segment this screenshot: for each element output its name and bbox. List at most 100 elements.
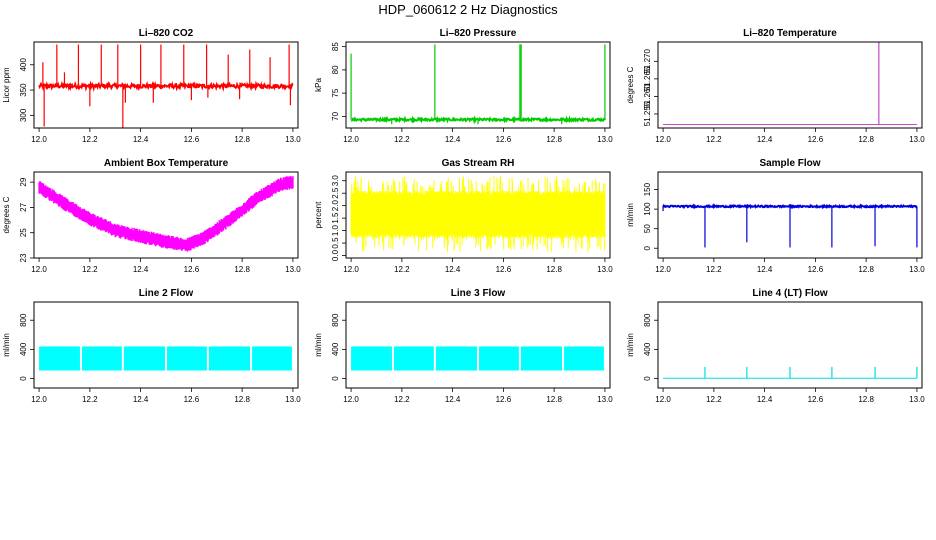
y-tick-label: 29	[19, 177, 28, 186]
panel-title: Line 3 Flow	[451, 288, 506, 299]
y-axis-label: degrees C	[2, 196, 11, 233]
band-block	[39, 346, 80, 371]
y-tick-label: 0	[331, 376, 340, 381]
y-axis-label: degrees C	[626, 66, 635, 103]
band-block	[167, 346, 207, 371]
panel-title: Line 2 Flow	[139, 288, 194, 299]
x-tick-label: 12.0	[343, 135, 359, 144]
y-tick-label: 51.270	[643, 49, 652, 74]
y-tick-label: 400	[643, 342, 652, 356]
chart-panel-9: Line 4 (LT) Flow ml/min 12.0 12.2 12.4 12.6 12…	[626, 288, 925, 404]
y-tick-label: 2.5	[331, 187, 340, 199]
x-tick-label: 12.4	[133, 265, 149, 274]
series-1	[38, 44, 294, 128]
band-block	[351, 346, 392, 371]
x-tick-label: 12.2	[394, 135, 410, 144]
x-tick-label: 12.8	[858, 135, 874, 144]
y-tick-label: 1.0	[331, 224, 340, 236]
y-tick-label: 0	[19, 376, 28, 381]
x-tick-label: 12.0	[31, 395, 47, 404]
x-tick-label: 12.8	[858, 395, 874, 404]
chart-panel-4: Ambient Box Temperature degrees C 12.0 12.2…	[2, 158, 301, 274]
y-tick-label: 3.0	[331, 175, 340, 187]
band-block	[479, 346, 519, 371]
series-band	[38, 176, 294, 252]
x-tick-label: 13.0	[285, 265, 301, 274]
x-tick-label: 13.0	[909, 135, 925, 144]
chart-panel-2: Li–820 Pressure kPa 12.0 12.2 12.4 12.6 12.8 13…	[314, 28, 613, 144]
x-tick-label: 12.2	[706, 395, 722, 404]
x-tick-label: 12.4	[445, 265, 461, 274]
x-tick-label: 12.0	[655, 395, 671, 404]
x-tick-label: 12.8	[546, 135, 562, 144]
y-axis-label: Licor ppm	[2, 67, 11, 102]
x-tick-label: 13.0	[909, 265, 925, 274]
y-tick-label: 0.0	[331, 249, 340, 261]
y-axis-label: percent	[314, 201, 323, 228]
x-tick-label: 12.8	[234, 265, 250, 274]
y-axis-label: ml/min	[626, 203, 635, 227]
x-tick-label: 12.6	[496, 395, 512, 404]
y-tick-label: 400	[19, 342, 28, 356]
panel-title: Sample Flow	[759, 158, 820, 169]
plot-frame	[33, 301, 299, 389]
plot-frame	[345, 171, 611, 259]
band-block	[393, 346, 434, 371]
x-tick-label: 12.2	[82, 135, 98, 144]
series-6	[662, 203, 918, 248]
y-tick-label: 400	[331, 342, 340, 356]
series-noise	[350, 175, 606, 253]
panel-title: Li–820 Temperature	[743, 28, 837, 39]
band-block	[564, 346, 604, 371]
y-tick-label: 800	[331, 313, 340, 327]
y-tick-label: 80	[331, 65, 340, 74]
panel-title: Ambient Box Temperature	[104, 158, 229, 169]
x-tick-label: 12.6	[184, 135, 200, 144]
y-tick-label: 350	[19, 83, 28, 97]
x-tick-label: 12.2	[706, 135, 722, 144]
x-tick-label: 12.6	[184, 395, 200, 404]
x-tick-label: 12.0	[655, 135, 671, 144]
x-tick-label: 12.4	[133, 135, 149, 144]
chart-panel-1: Li–820 CO2 Licor ppm 12.0 12.2 12.4 12.6 12.8 1…	[2, 28, 301, 144]
y-tick-label: 25	[19, 228, 28, 237]
x-tick-label: 12.4	[445, 135, 461, 144]
x-tick-label: 13.0	[597, 265, 613, 274]
series-line	[350, 115, 606, 125]
x-tick-label: 12.6	[184, 265, 200, 274]
x-tick-label: 12.4	[757, 395, 773, 404]
x-tick-label: 12.0	[31, 135, 47, 144]
y-tick-label: 800	[19, 313, 28, 327]
chart-panel-3: Li–820 Temperature degrees C 12.0 12.2 12.4 1…	[626, 28, 925, 144]
figure-title: HDP_060612 2 Hz Diagnostics	[378, 2, 558, 17]
chart-panel-8: Line 3 Flow ml/min 12.0 12.2 12.4 12.6 12.8 13.…	[314, 288, 613, 404]
series-3	[663, 42, 917, 125]
plot-frame	[657, 171, 923, 259]
x-tick-label: 12.6	[808, 135, 824, 144]
y-tick-label: 800	[643, 313, 652, 327]
x-tick-label: 12.8	[234, 395, 250, 404]
y-axis-label: ml/min	[314, 333, 323, 357]
plot-frame	[33, 41, 299, 129]
x-tick-label: 12.2	[394, 265, 410, 274]
y-axis-label: kPa	[314, 78, 323, 92]
x-tick-label: 13.0	[285, 135, 301, 144]
x-tick-label: 12.4	[133, 395, 149, 404]
series-7	[39, 346, 292, 371]
y-tick-label: 51.255	[643, 101, 652, 126]
y-tick-label: 300	[19, 108, 28, 122]
series-4	[38, 176, 294, 252]
chart-panel-7: Line 2 Flow ml/min 12.0 12.2 12.4 12.6 12.8 13.…	[2, 288, 301, 404]
y-tick-label: 400	[19, 58, 28, 72]
x-tick-label: 13.0	[597, 135, 613, 144]
band-block	[81, 346, 122, 371]
series-5	[350, 175, 606, 253]
series-9	[663, 366, 918, 379]
x-tick-label: 12.8	[546, 265, 562, 274]
panel-title: Li–820 CO2	[139, 28, 194, 39]
y-tick-label: 85	[331, 42, 340, 51]
y-tick-label: 23	[19, 253, 28, 262]
x-tick-label: 13.0	[597, 395, 613, 404]
x-tick-label: 12.6	[496, 135, 512, 144]
